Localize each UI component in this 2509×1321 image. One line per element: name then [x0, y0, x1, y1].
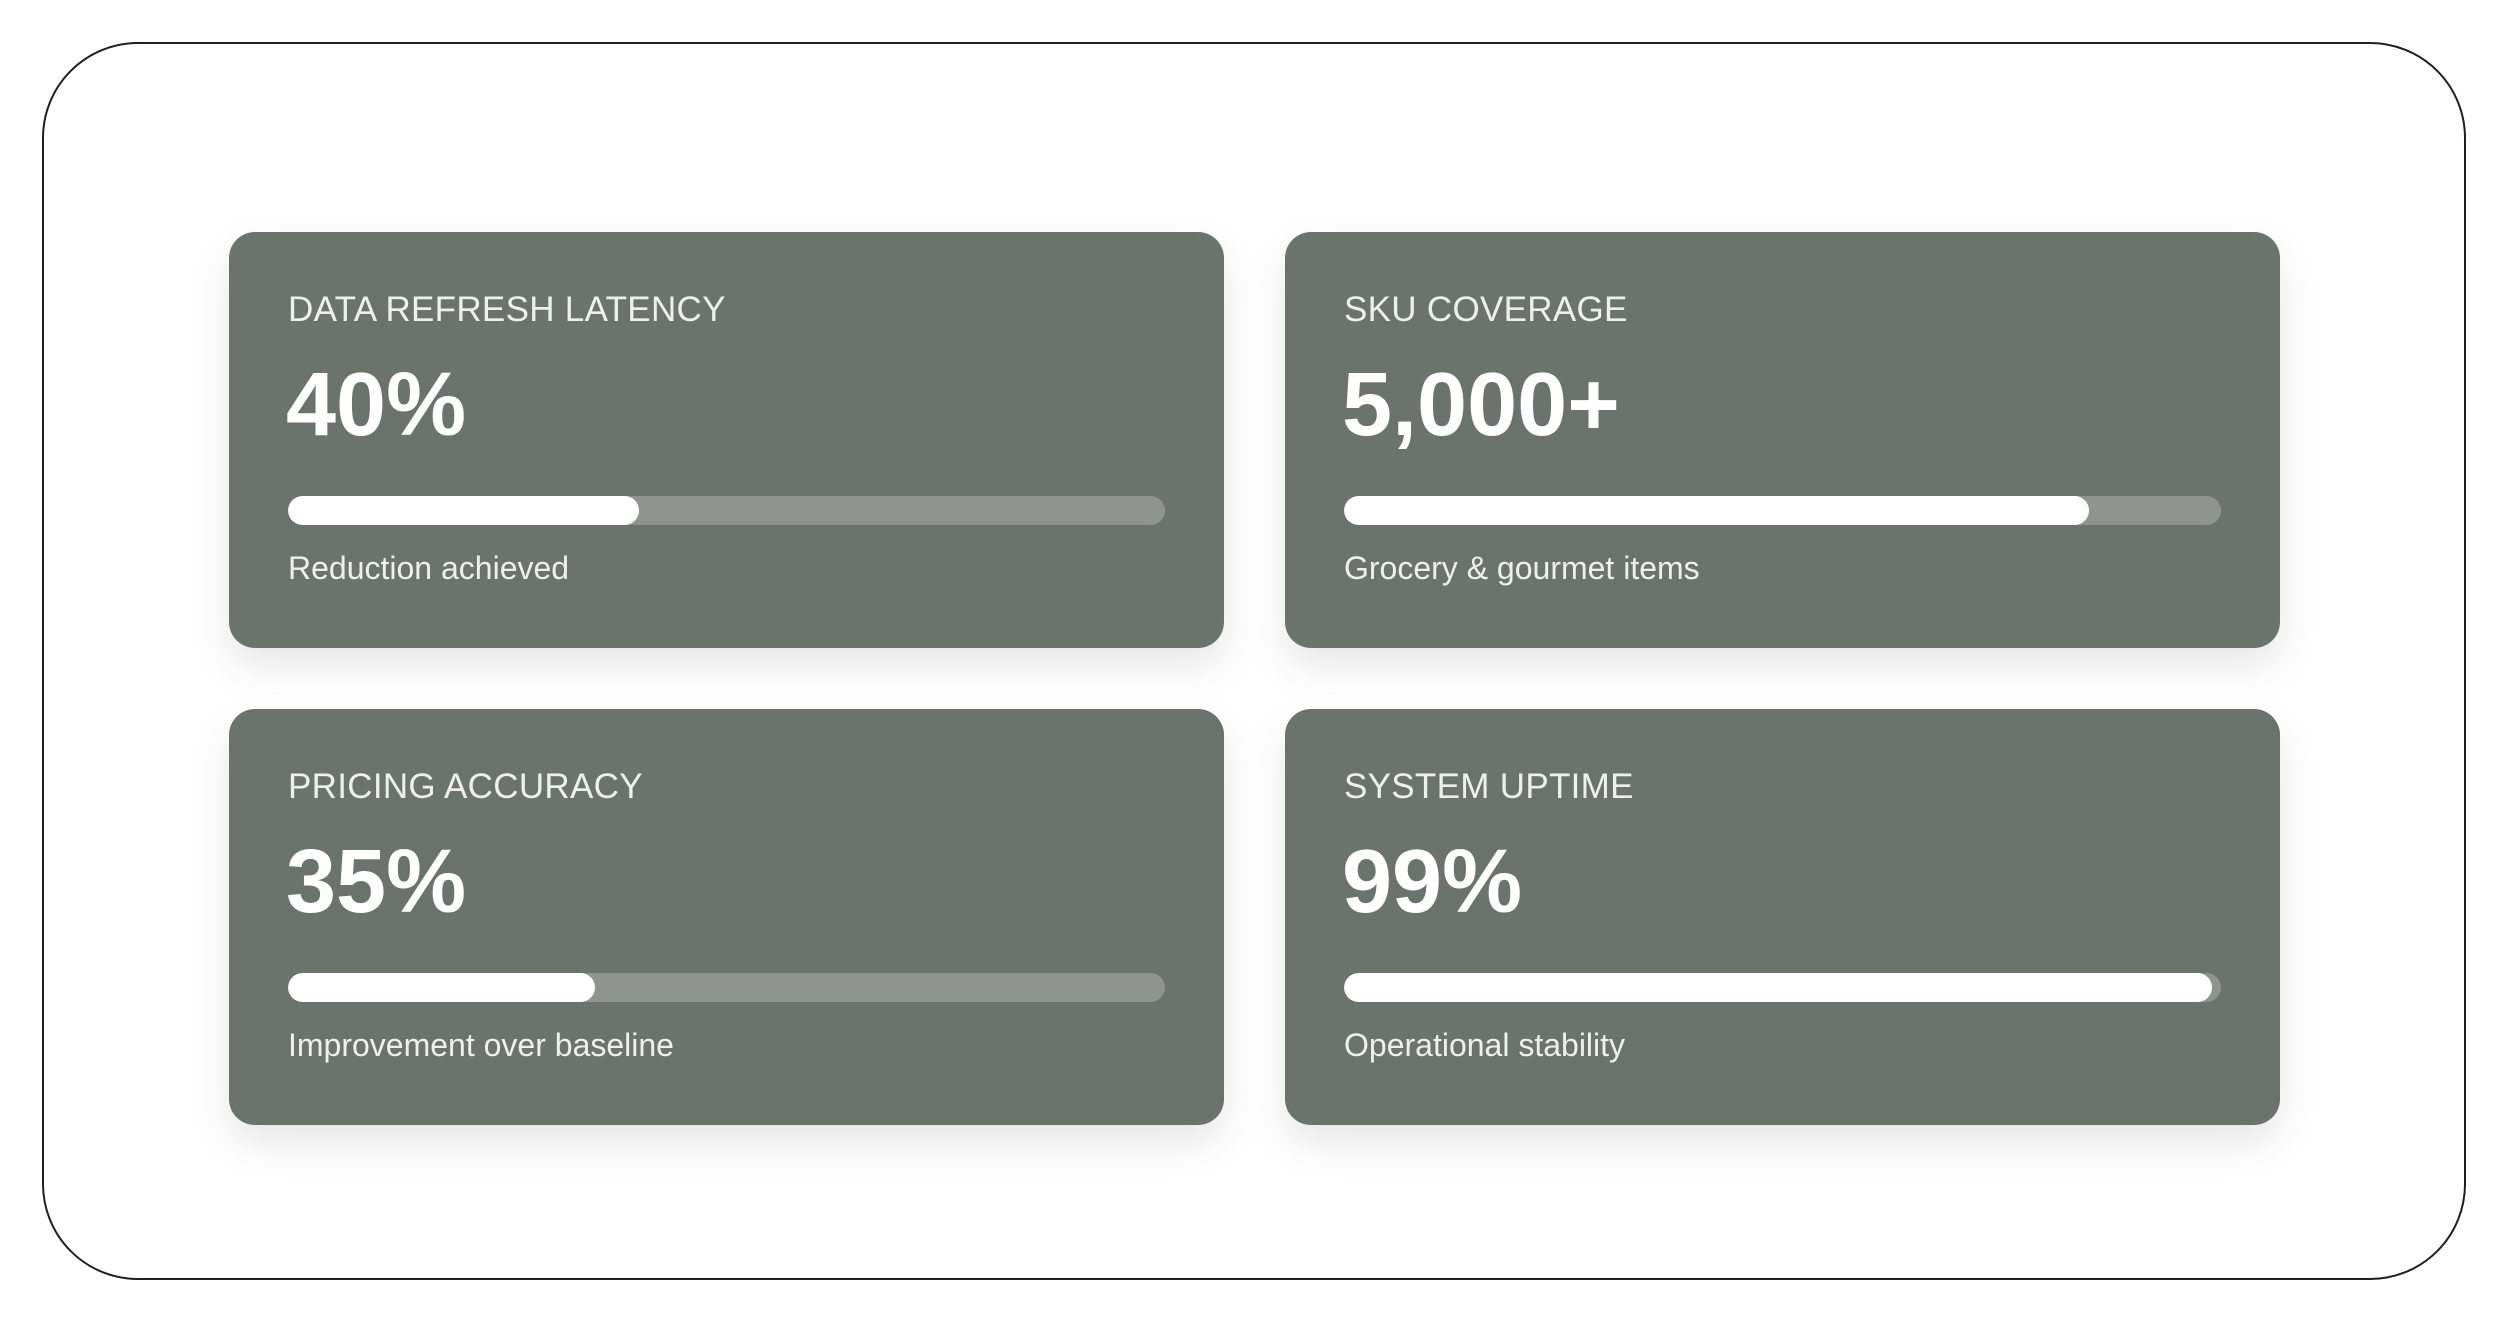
progress-bar: [288, 973, 1165, 1002]
metric-label: DATA REFRESH LATENCY: [288, 290, 726, 329]
progress-bar: [1344, 973, 2221, 1002]
progress-bar: [1344, 496, 2221, 525]
metric-card-sku-coverage: SKU COVERAGE 5,000+ Grocery & gourmet it…: [1285, 232, 2280, 648]
metric-value: 5,000+: [1342, 355, 1620, 455]
metric-label: SKU COVERAGE: [1344, 290, 1628, 329]
progress-fill: [288, 496, 639, 525]
metric-value: 99%: [1342, 832, 1523, 932]
metric-description: Improvement over baseline: [288, 1027, 674, 1063]
progress-fill: [288, 973, 595, 1002]
metric-description: Grocery & gourmet items: [1344, 550, 1700, 586]
progress-fill: [1344, 973, 2213, 1002]
metric-card-pricing-accuracy: PRICING ACCURACY 35% Improvement over ba…: [229, 709, 1224, 1125]
progress-fill: [1344, 496, 2090, 525]
metric-card-data-refresh-latency: DATA REFRESH LATENCY 40% Reduction achie…: [229, 232, 1224, 648]
metric-card-system-uptime: SYSTEM UPTIME 99% Operational stability: [1285, 709, 2280, 1125]
metric-label: SYSTEM UPTIME: [1344, 767, 1634, 806]
progress-bar: [288, 496, 1165, 525]
metric-label: PRICING ACCURACY: [288, 767, 643, 806]
metric-value: 35%: [286, 832, 467, 932]
metric-value: 40%: [286, 355, 467, 455]
metric-description: Reduction achieved: [288, 550, 570, 586]
metric-description: Operational stability: [1344, 1027, 1626, 1063]
